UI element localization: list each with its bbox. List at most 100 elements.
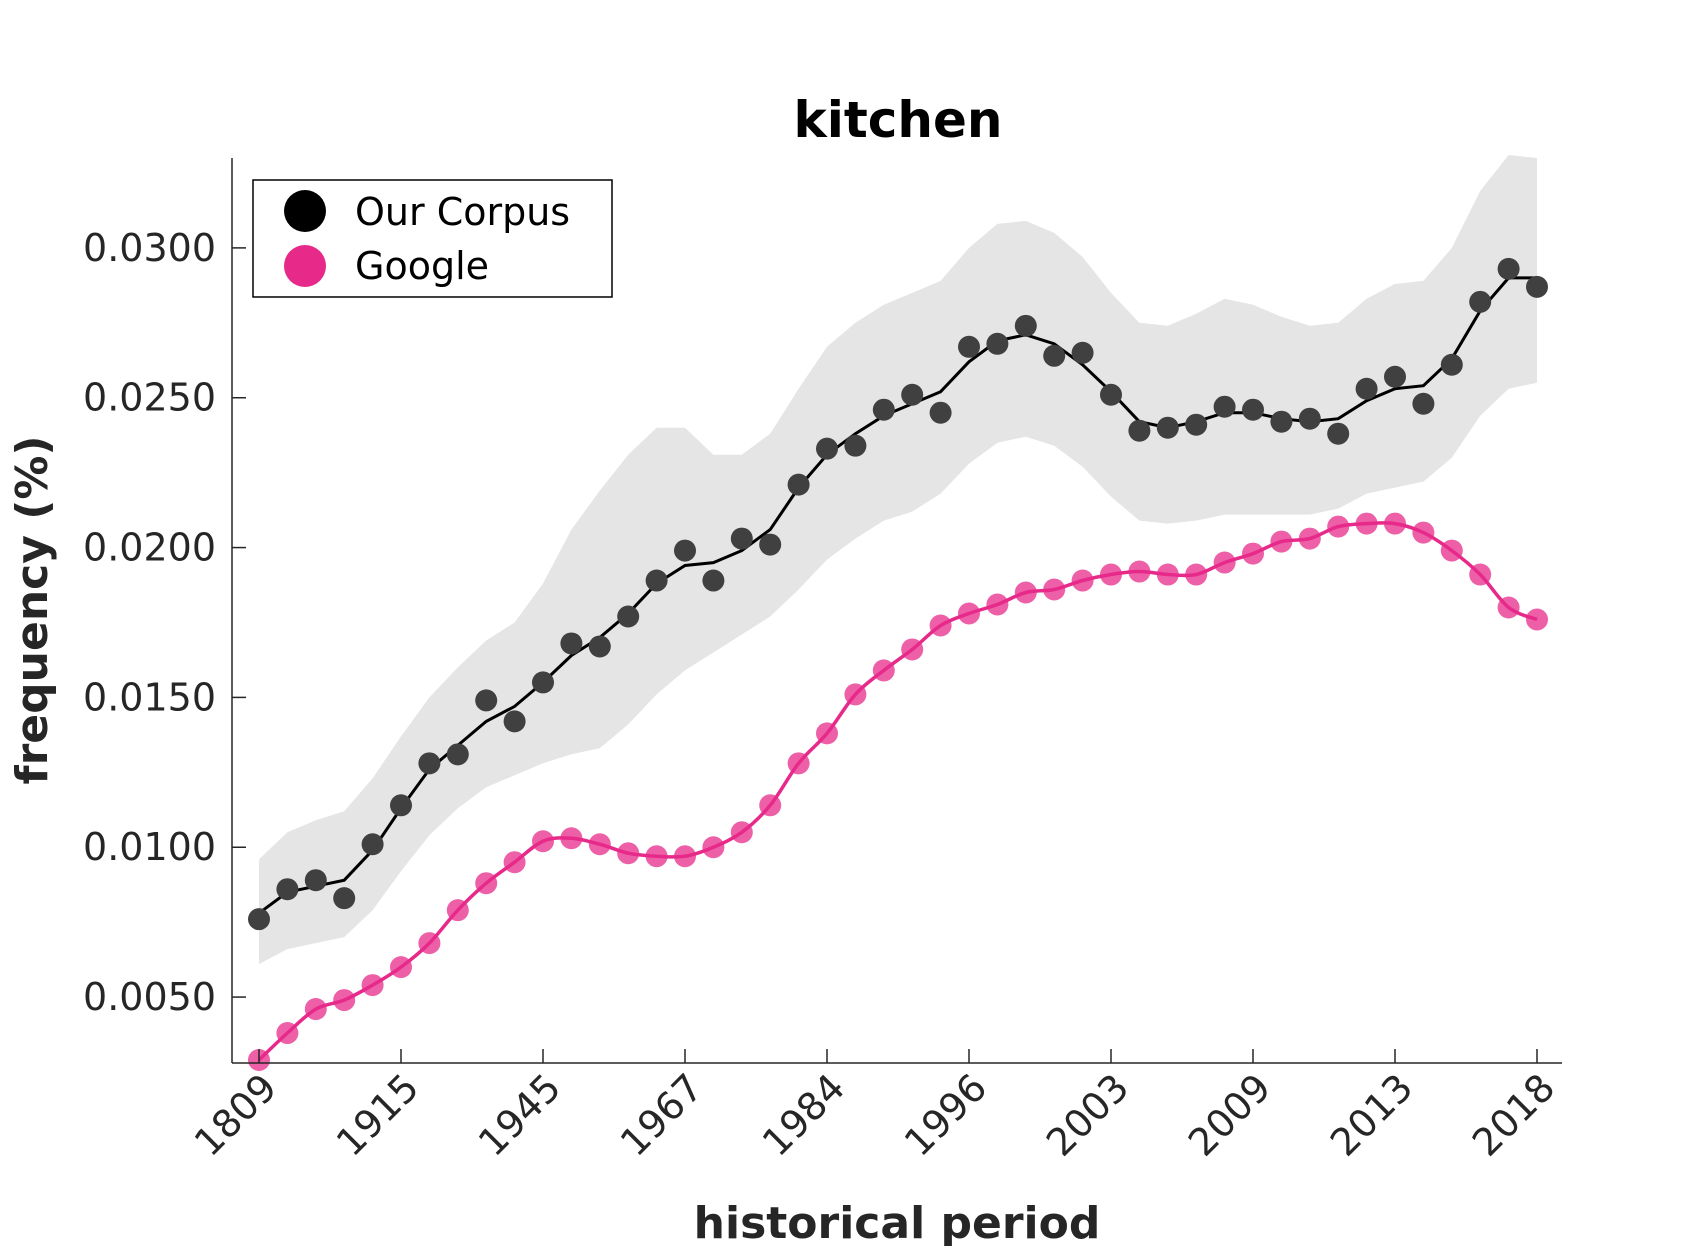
our-corpus-point (588, 635, 611, 658)
our-corpus-point (1469, 290, 1492, 313)
our-corpus-point (1185, 413, 1208, 436)
y-ticks: 0.0050 0.0100 0.0150 0.0200 0.0250 0.0300 (83, 226, 246, 1019)
our-corpus-point (532, 671, 554, 694)
google-point (560, 827, 583, 850)
y-tick-label: 0.0300 (83, 226, 216, 270)
google-point (929, 614, 952, 637)
legend-marker-google (284, 245, 326, 287)
our-corpus-point (1014, 314, 1037, 337)
google-point (532, 830, 554, 853)
our-corpus-point (390, 794, 412, 817)
our-corpus-point (1497, 257, 1520, 280)
our-corpus-point (702, 569, 725, 592)
google-point (503, 851, 526, 874)
google-point (872, 659, 895, 682)
google-point (333, 989, 356, 1012)
google-point (1440, 539, 1463, 562)
legend-marker-our-corpus (284, 190, 326, 232)
y-tick-label: 0.0250 (83, 376, 216, 420)
google-point (276, 1022, 299, 1045)
chart-title: kitchen (793, 91, 1002, 149)
google-points (248, 512, 1548, 1072)
our-corpus-point (1298, 407, 1321, 430)
google-point (1213, 551, 1236, 574)
google-point (1071, 569, 1094, 592)
our-corpus-point (1270, 410, 1293, 433)
y-tick-label: 0.0150 (83, 675, 216, 719)
our-corpus-point (276, 878, 299, 901)
y-axis-label: frequency (%) (7, 435, 58, 784)
our-corpus-point (1355, 377, 1378, 400)
our-corpus-smoothed-line (258, 276, 1537, 915)
legend-label-google: Google (355, 244, 489, 288)
google-point (1128, 560, 1151, 583)
legend: Our Corpus Google (252, 179, 613, 298)
axes: 0.0050 0.0100 0.0150 0.0200 0.0250 0.0300 180… (83, 158, 1563, 1165)
our-corpus-point (248, 908, 270, 931)
our-corpus-point (1100, 383, 1122, 406)
google-point (1355, 512, 1378, 535)
google-point (1156, 563, 1179, 586)
our-corpus-point (617, 605, 640, 628)
x-tick-label: 1809 (186, 1065, 286, 1165)
google-point (1526, 608, 1548, 631)
google-point (617, 842, 640, 865)
x-tick-label: 1945 (470, 1065, 570, 1165)
google-point (418, 932, 441, 955)
our-corpus-point (1526, 275, 1548, 298)
x-tick-label: 1967 (612, 1065, 712, 1165)
google-point (1100, 563, 1122, 586)
our-corpus-confidence-band (259, 155, 1537, 965)
google-point (730, 821, 753, 844)
our-corpus-point (1384, 365, 1406, 388)
google-point (475, 872, 498, 895)
google-point (787, 752, 810, 775)
google-point (361, 974, 384, 997)
google-point (1469, 563, 1492, 586)
our-corpus-point (645, 569, 668, 592)
our-corpus-point (503, 710, 526, 733)
google-point (759, 794, 782, 817)
our-corpus-point (759, 533, 782, 556)
our-corpus-point (304, 869, 327, 892)
our-corpus-point (1043, 344, 1066, 367)
our-corpus-point (844, 434, 867, 457)
our-corpus-point (361, 833, 384, 856)
google-point (588, 833, 611, 856)
y-tick-label: 0.0050 (83, 975, 216, 1019)
google-point (1242, 542, 1264, 565)
legend-label-our-corpus: Our Corpus (355, 190, 570, 234)
x-axis-label: historical period (694, 1198, 1101, 1246)
google-point (844, 683, 867, 706)
our-corpus-point (787, 473, 810, 496)
google-point (901, 638, 924, 661)
google-line (257, 521, 1538, 1062)
x-tick-label: 2018 (1464, 1065, 1564, 1165)
our-corpus-point (1440, 353, 1463, 376)
google-point (816, 722, 838, 745)
google-point (674, 845, 696, 868)
x-tick-label: 2003 (1038, 1065, 1138, 1165)
x-tick-label: 1996 (896, 1065, 996, 1165)
our-corpus-point (929, 401, 952, 424)
our-corpus-point (730, 527, 753, 550)
google-point (446, 899, 469, 922)
our-corpus-point (1128, 419, 1151, 442)
our-corpus-point (674, 539, 696, 562)
our-corpus-point (1071, 341, 1094, 364)
our-corpus-point (446, 743, 469, 766)
google-point (986, 593, 1009, 616)
our-corpus-point (958, 335, 980, 358)
google-point (958, 602, 980, 625)
google-point (1327, 515, 1350, 538)
our-corpus-point (1327, 422, 1350, 445)
our-corpus-point (560, 632, 583, 655)
google-point (304, 998, 327, 1021)
google-point (1497, 596, 1520, 619)
google-point (1384, 512, 1406, 535)
our-corpus-point (816, 437, 838, 460)
our-corpus-points (248, 257, 1548, 931)
google-point (390, 956, 412, 979)
google-point (1412, 521, 1435, 544)
